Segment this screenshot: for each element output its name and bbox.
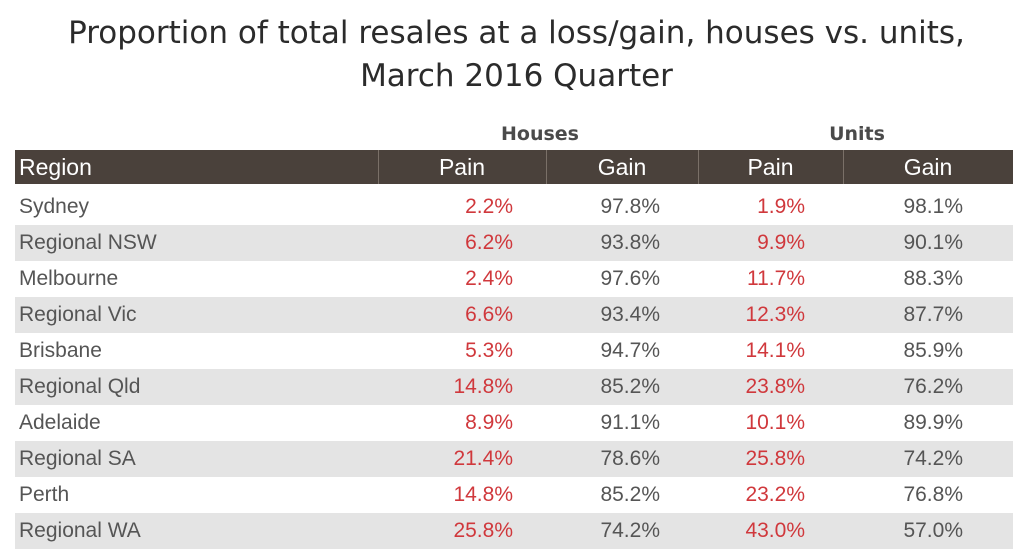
table-row: Perth 14.8% 85.2% 23.2% 76.8%: [15, 477, 1013, 513]
header-houses-pain: Pain: [438, 154, 486, 180]
table-header: Region Pain Gain Pain Gain: [15, 150, 1013, 184]
cell-units-gain: 90.1%: [903, 231, 963, 254]
table-row: Brisbane 5.3% 94.7% 14.1% 85.9%: [15, 333, 1013, 369]
cell-houses-pain: 14.8%: [453, 375, 513, 398]
cell-houses-gain: 74.2%: [600, 519, 660, 542]
title-line-2: March 2016 Quarter: [360, 58, 673, 94]
cell-units-pain: 1.9%: [757, 195, 805, 218]
cell-units-pain: 11.7%: [747, 267, 805, 290]
header-units-gain: Gain: [903, 154, 953, 180]
table-row: Regional SA 21.4% 78.6% 25.8% 74.2%: [15, 441, 1013, 477]
cell-houses-gain: 85.2%: [600, 375, 660, 398]
header-divider: [546, 150, 547, 184]
cell-units-gain: 88.3%: [903, 267, 963, 290]
cell-houses-gain: 93.8%: [600, 231, 660, 254]
cell-houses-gain: 94.7%: [600, 339, 660, 362]
cell-units-pain: 10.1%: [745, 411, 805, 434]
table-row: Adelaide 8.9% 91.1% 10.1% 89.9%: [15, 405, 1013, 441]
table-row: Melbourne 2.4% 97.6% 11.7% 88.3%: [15, 261, 1013, 297]
cell-region: Regional Qld: [19, 375, 141, 398]
header-divider: [843, 150, 844, 184]
cell-houses-pain: 2.2%: [465, 195, 513, 218]
cell-units-gain: 57.0%: [903, 519, 963, 542]
cell-region: Regional SA: [19, 447, 136, 470]
cell-houses-pain: 6.6%: [465, 303, 513, 326]
table-body: Sydney 2.2% 97.8% 1.9% 98.1% Regional NS…: [15, 189, 1013, 549]
cell-region: Brisbane: [19, 339, 102, 362]
cell-units-pain: 12.3%: [745, 303, 805, 326]
cell-houses-pain: 5.3%: [465, 339, 513, 362]
header-region: Region: [19, 154, 92, 180]
cell-houses-gain: 85.2%: [600, 483, 660, 506]
cell-units-gain: 76.2%: [903, 375, 963, 398]
cell-units-gain: 89.9%: [903, 411, 963, 434]
cell-region: Sydney: [19, 195, 90, 218]
cell-region: Regional WA: [19, 519, 141, 542]
cell-houses-pain: 25.8%: [453, 519, 513, 542]
cell-houses-gain: 93.4%: [600, 303, 660, 326]
cell-houses-gain: 97.8%: [600, 195, 660, 218]
table-row: Regional Vic 6.6% 93.4% 12.3% 87.7%: [15, 297, 1013, 333]
cell-houses-gain: 91.1%: [600, 411, 660, 434]
cell-houses-pain: 21.4%: [453, 447, 513, 470]
cell-units-gain: 74.2%: [903, 447, 963, 470]
cell-units-pain: 23.8%: [745, 375, 805, 398]
cell-units-pain: 25.8%: [745, 447, 805, 470]
cell-houses-pain: 14.8%: [453, 483, 513, 506]
cell-units-gain: 98.1%: [903, 195, 963, 218]
cell-region: Adelaide: [19, 411, 101, 434]
page-title: Proportion of total resales at a loss/ga…: [0, 12, 1033, 98]
title-line-1: Proportion of total resales at a loss/ga…: [68, 15, 965, 51]
cell-houses-pain: 6.2%: [465, 231, 513, 254]
cell-houses-pain: 8.9%: [465, 411, 513, 434]
cell-houses-pain: 2.4%: [465, 267, 513, 290]
cell-houses-gain: 78.6%: [600, 447, 660, 470]
cell-units-gain: 85.9%: [903, 339, 963, 362]
header-divider: [378, 150, 379, 184]
cell-units-pain: 9.9%: [757, 231, 805, 254]
header-houses-gain: Gain: [597, 154, 647, 180]
cell-units-gain: 87.7%: [903, 303, 963, 326]
cell-region: Perth: [19, 483, 70, 506]
cell-houses-gain: 97.6%: [600, 267, 660, 290]
table-row: Regional Qld 14.8% 85.2% 23.8% 76.2%: [15, 369, 1013, 405]
cell-units-pain: 43.0%: [745, 519, 805, 542]
group-label-houses: Houses: [501, 123, 579, 145]
header-units-pain: Pain: [747, 154, 794, 180]
group-label-units: Units: [829, 123, 885, 145]
table-row: Sydney 2.2% 97.8% 1.9% 98.1%: [15, 189, 1013, 225]
header-divider: [698, 150, 699, 184]
table-row: Regional WA 25.8% 74.2% 43.0% 57.0%: [15, 513, 1013, 549]
cell-region: Regional NSW: [19, 231, 157, 254]
cell-units-pain: 14.1%: [745, 339, 805, 362]
cell-units-pain: 23.2%: [745, 483, 805, 506]
table-row: Regional NSW 6.2% 93.8% 9.9% 90.1%: [15, 225, 1013, 261]
cell-region: Regional Vic: [19, 303, 137, 326]
cell-region: Melbourne: [19, 267, 119, 290]
cell-units-gain: 76.8%: [903, 483, 963, 506]
